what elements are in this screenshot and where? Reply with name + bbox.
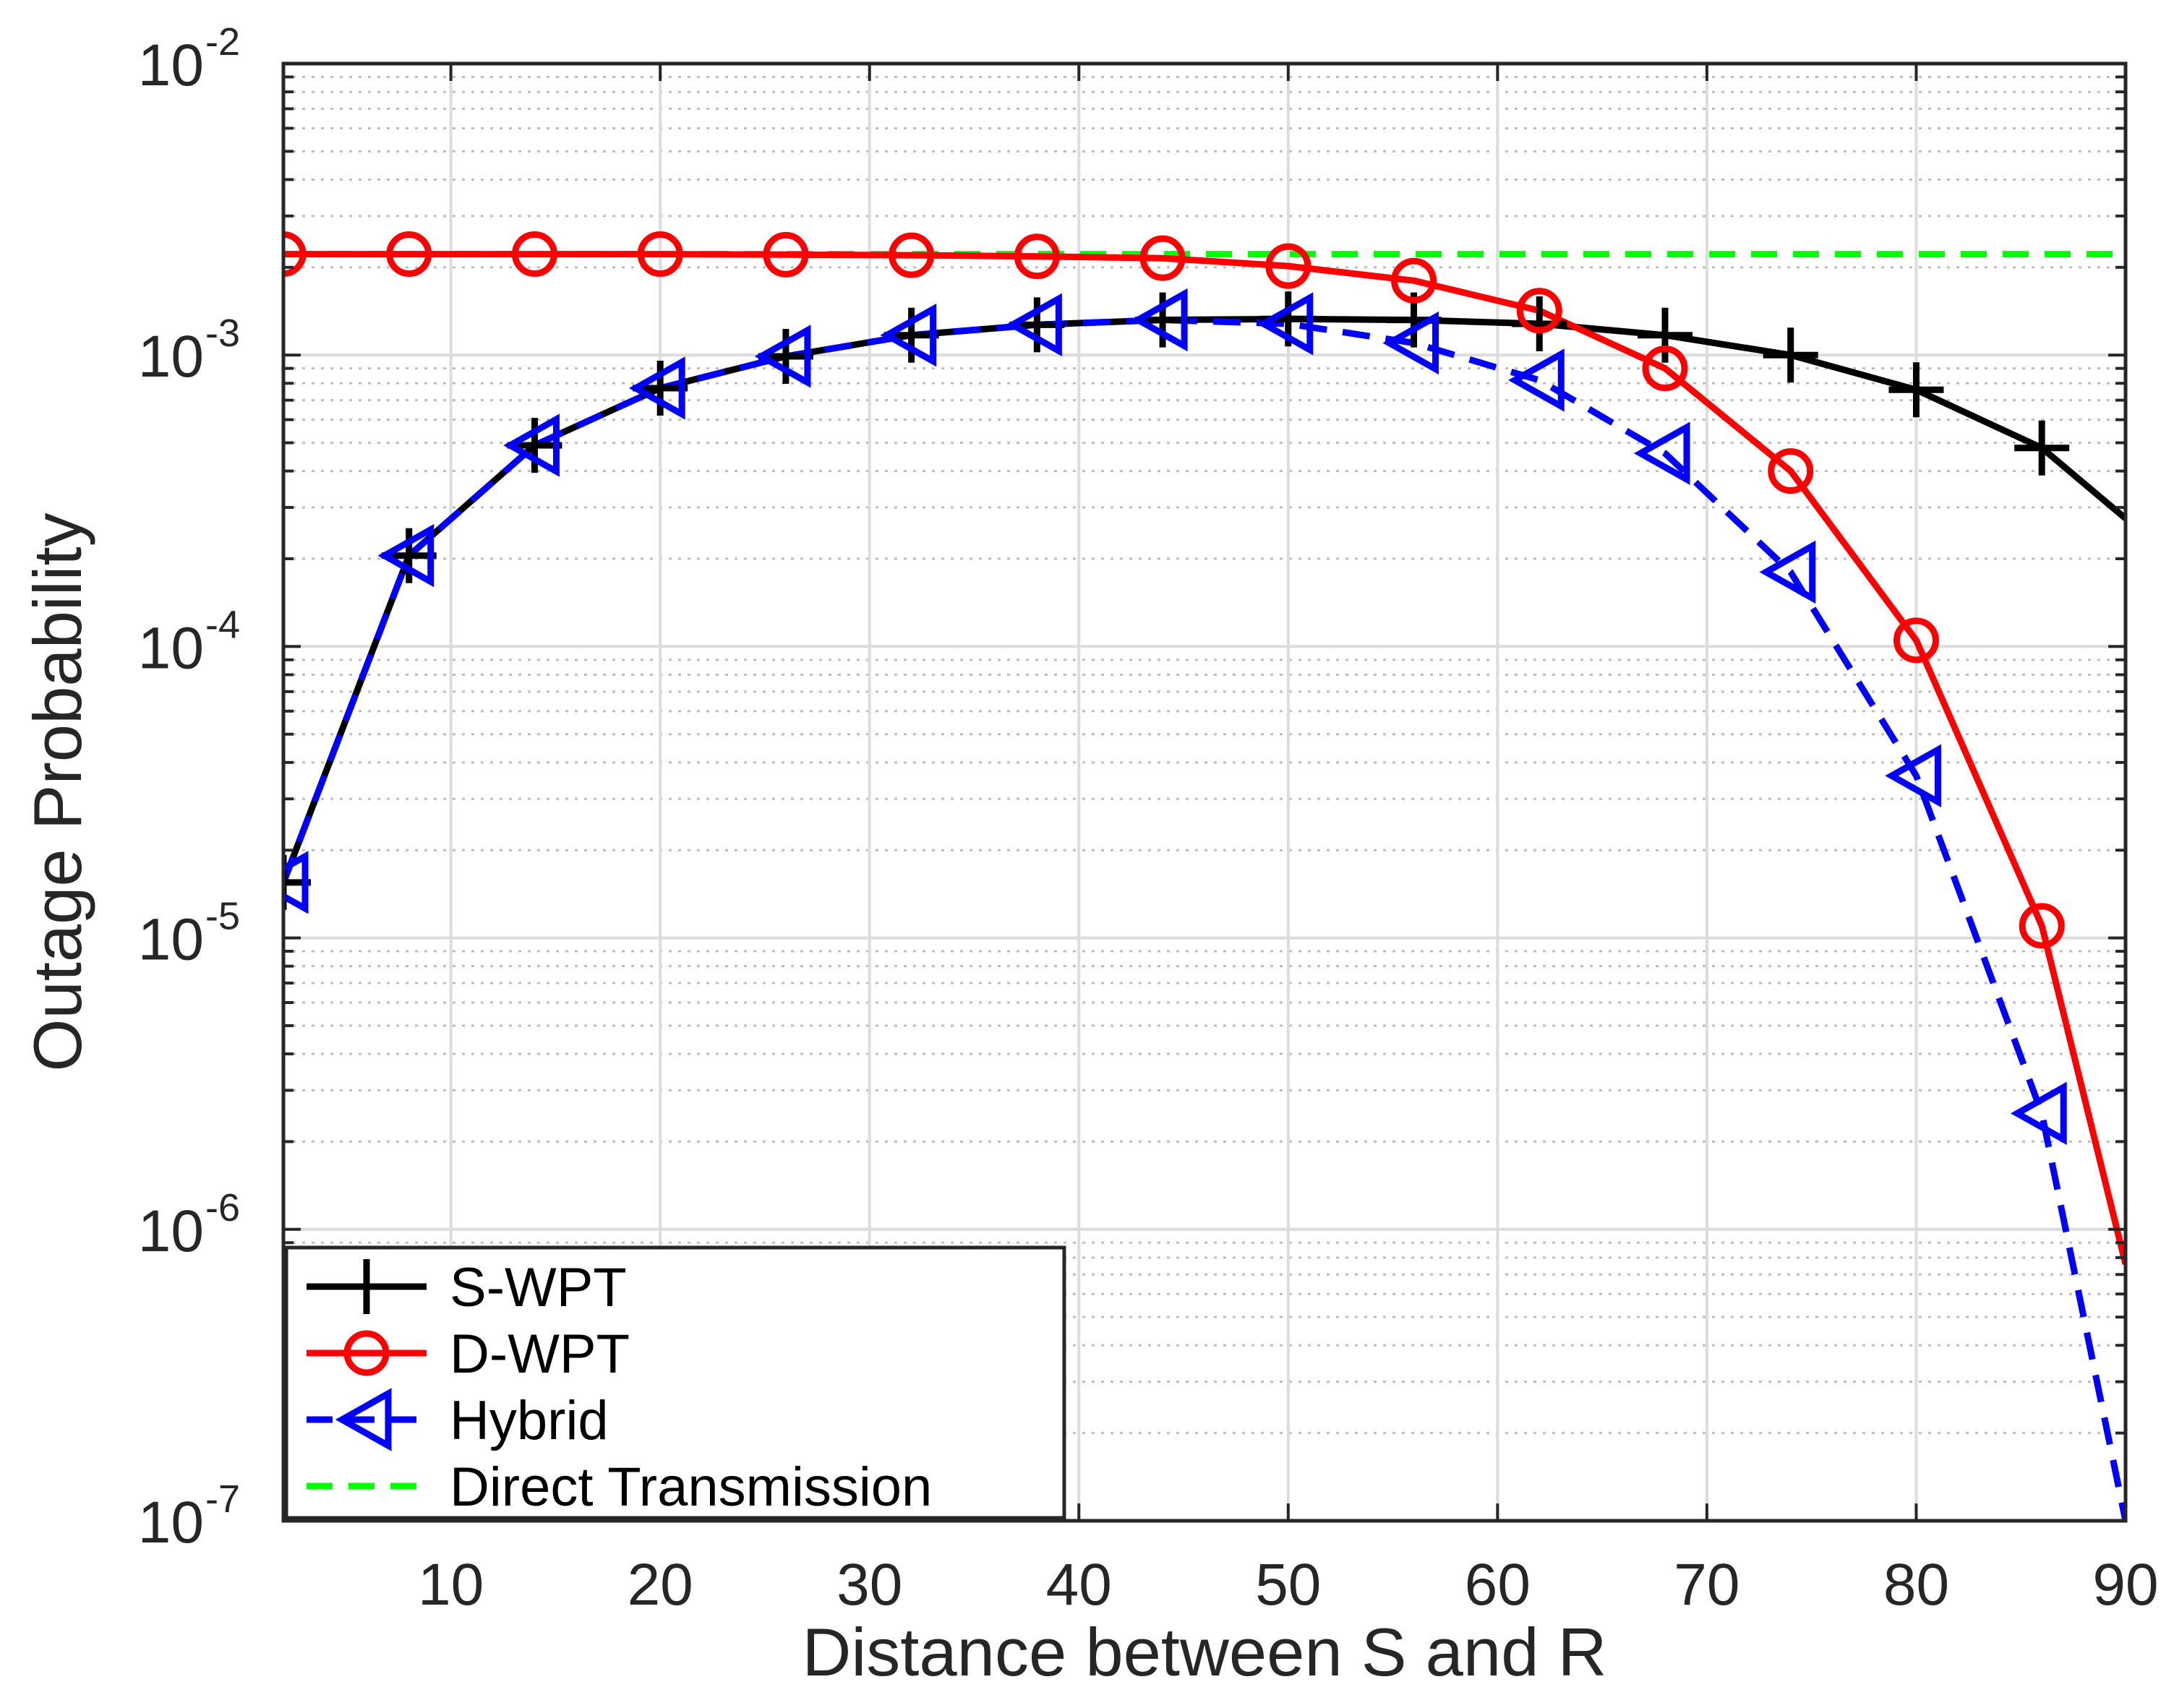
x-tick-label: 20 (628, 1552, 693, 1618)
y-axis-label: Outage Probability (20, 512, 95, 1071)
data-point-hybrid (1759, 540, 1816, 604)
y-tick-exponent: -3 (205, 312, 240, 355)
plot-frame (281, 61, 2128, 1523)
data-point-hybrid (283, 851, 309, 914)
data-point-hybrid (1131, 288, 1188, 352)
x-tick-label: 70 (1674, 1552, 1739, 1618)
series-line-hybrid (283, 317, 2126, 1521)
data-point-d-wpt (637, 231, 683, 278)
x-tick-labels: 10 20 30 40 50 60 70 80 90 (418, 1552, 2159, 1618)
minor-grid (283, 75, 2126, 1435)
legend-label-d-wpt: D-WPT (450, 1323, 630, 1385)
y-tick-label: 10 (138, 324, 204, 390)
data-point-hybrid (880, 304, 937, 367)
data-point-hybrid (377, 524, 435, 588)
marker-layer (283, 231, 2070, 1146)
x-tick-label: 10 (418, 1552, 484, 1618)
legend-label-direct-transmission: Direct Transmission (450, 1456, 932, 1518)
y-tick-exponent: -7 (205, 1477, 240, 1521)
y-tick-labels: 10-710-610-510-410-310-2 (138, 20, 240, 1555)
data-point-d-wpt (1139, 235, 1186, 281)
legend-marker-hybrid (335, 1388, 392, 1451)
legend-box (284, 1245, 1066, 1520)
y-tick-exponent: -5 (205, 895, 240, 938)
x-axis-label: Distance between S and R (803, 1614, 1607, 1690)
data-point-d-wpt (1391, 257, 1437, 304)
data-point-hybrid (2011, 1081, 2067, 1146)
legend-marker-s-wpt (339, 1259, 394, 1314)
data-point-hybrid (1257, 292, 1314, 356)
y-tick-exponent: -2 (205, 20, 240, 64)
legend-label-hybrid: Hybrid (450, 1390, 609, 1451)
data-point-d-wpt (283, 231, 307, 278)
legend-label-s-wpt: S-WPT (450, 1257, 627, 1318)
data-point-s-wpt (1888, 362, 1944, 418)
data-point-s-wpt (1638, 307, 1692, 363)
y-tick-label: 10 (138, 33, 204, 98)
data-point-d-wpt (1768, 448, 1814, 494)
data-point-s-wpt (1763, 327, 1818, 383)
legend-marker-d-wpt (343, 1330, 390, 1376)
data-point-d-wpt (889, 232, 935, 278)
data-point-d-wpt (763, 231, 809, 278)
data-point-hybrid (1006, 293, 1062, 357)
x-tick-label: 30 (836, 1552, 902, 1618)
data-point-d-wpt (386, 231, 432, 278)
data-point-d-wpt (1516, 288, 1562, 334)
y-tick-label: 10 (138, 907, 204, 973)
y-tick-label: 10 (138, 1490, 204, 1555)
data-point-d-wpt (1014, 233, 1060, 280)
x-tick-label: 40 (1046, 1552, 1112, 1618)
data-point-d-wpt (1893, 617, 1939, 664)
y-tick-exponent: -4 (205, 603, 240, 646)
x-tick-label: 50 (1255, 1552, 1321, 1618)
x-tick-label: 80 (1883, 1552, 1949, 1618)
data-point-hybrid (1633, 421, 1690, 485)
data-point-d-wpt (511, 231, 557, 278)
data-point-d-wpt (1642, 346, 1688, 392)
data-point-hybrid (754, 325, 811, 388)
data-point-s-wpt (2014, 420, 2070, 476)
y-tick-label: 10 (138, 1198, 204, 1264)
data-point-d-wpt (2019, 903, 2065, 949)
y-tick-label: 10 (138, 615, 204, 681)
y-tick-exponent: -6 (205, 1186, 240, 1229)
data-point-hybrid (1508, 348, 1565, 412)
data-point-hybrid (1382, 311, 1439, 375)
data-point-hybrid (1885, 744, 1941, 807)
data-point-s-wpt (283, 854, 311, 910)
data-point-hybrid (503, 413, 560, 477)
data-point-hybrid (629, 356, 685, 420)
series-line-d-wpt (283, 251, 2126, 1265)
x-tick-label: 90 (2092, 1552, 2158, 1618)
series-layer (283, 251, 2126, 1521)
x-tick-label: 60 (1465, 1552, 1531, 1618)
data-point-d-wpt (1265, 243, 1311, 289)
